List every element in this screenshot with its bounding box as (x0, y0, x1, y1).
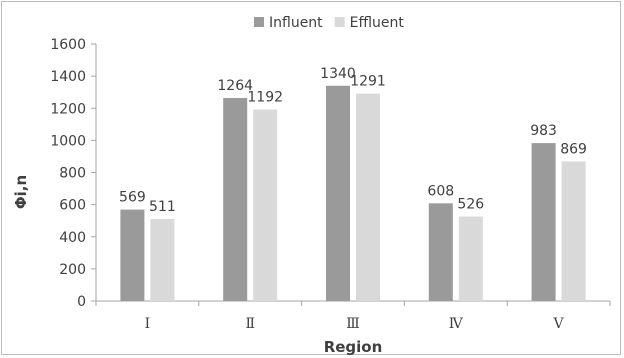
y-tick-label: 800 (59, 166, 86, 182)
data-labels: 569 1264 1340 608 983 511 1192 1291 526 869 (119, 66, 587, 215)
bars (120, 85, 586, 302)
data-label-effluent: 869 (560, 141, 587, 157)
y-tick-label: 1400 (50, 69, 86, 85)
legend-label-effluent: Effluent (350, 15, 405, 31)
bar-influent (326, 85, 350, 301)
bar-influent (223, 97, 248, 301)
legend-swatch-influent (254, 17, 264, 27)
data-label-influent: 608 (427, 183, 454, 199)
y-axis-title: Φi,n (12, 175, 30, 209)
data-label-effluent: 1291 (350, 74, 386, 90)
data-label-effluent: 511 (149, 199, 176, 215)
y-tick-label: 1200 (50, 101, 86, 117)
bar-effluent (150, 218, 175, 301)
legend-swatch-effluent (334, 17, 345, 27)
x-tick-label: Ⅴ (553, 316, 565, 332)
x-tick-label: Ⅳ (449, 316, 464, 332)
legend: Influent Effluent (254, 15, 404, 31)
x-tick-label: Ⅲ (346, 316, 360, 332)
y-tick-label: 0 (77, 294, 86, 310)
y-tick-label: 200 (59, 262, 86, 278)
bar-effluent (356, 93, 380, 302)
x-axis: Ⅰ Ⅱ Ⅲ Ⅳ Ⅴ (95, 300, 611, 332)
x-axis-title: Region (324, 338, 383, 356)
data-label-influent: 1340 (320, 66, 356, 82)
data-label-influent: 983 (530, 123, 557, 139)
bar-influent (120, 209, 145, 301)
y-tick-label: 600 (59, 198, 86, 214)
y-tick-label: 1600 (50, 37, 86, 53)
y-tick-label: 1000 (50, 133, 86, 149)
bar-influent (531, 143, 556, 301)
data-label-influent: 1264 (217, 78, 253, 94)
bar-effluent (561, 161, 586, 301)
bar-influent (428, 203, 453, 301)
data-label-effluent: 526 (457, 197, 484, 213)
data-label-effluent: 1192 (247, 90, 283, 106)
legend-label-influent: Influent (269, 15, 323, 31)
y-axis: 0 200 400 600 800 1000 1200 1400 1600 (50, 37, 97, 310)
bar-effluent (458, 216, 483, 301)
y-tick-label: 400 (59, 230, 86, 246)
bar-effluent (253, 109, 278, 301)
x-tick-label: Ⅱ (245, 316, 255, 332)
data-label-influent: 569 (119, 190, 146, 206)
x-tick-label: Ⅰ (145, 316, 151, 332)
